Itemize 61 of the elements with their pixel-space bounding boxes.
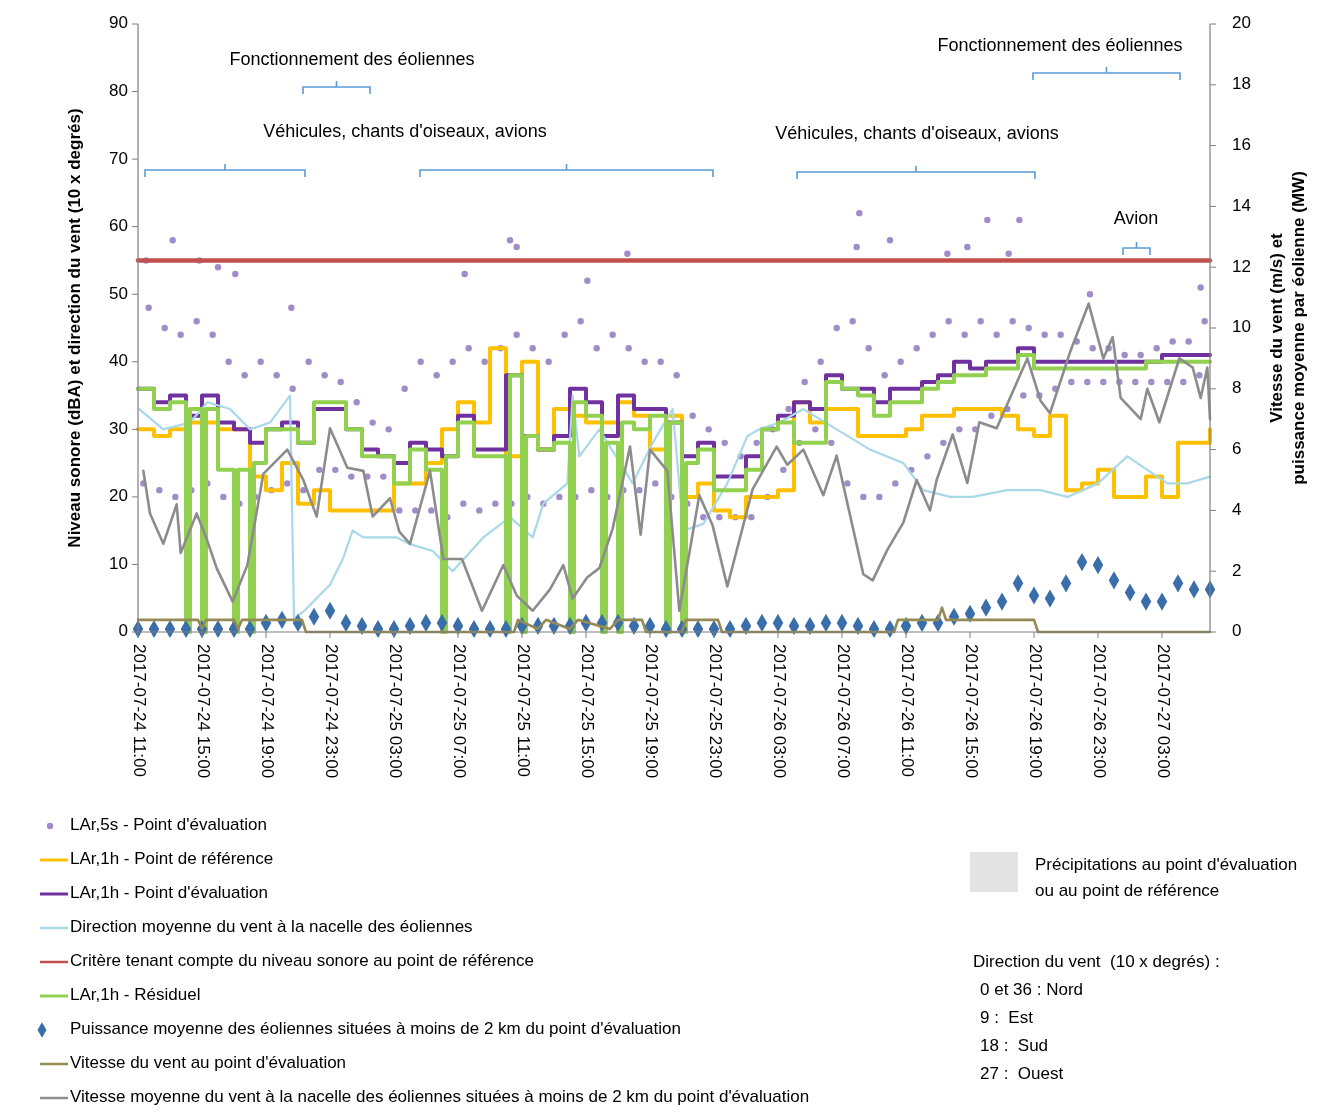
text: Précipitations au point d'évaluation ou au point de référence bbox=[1035, 855, 1298, 901]
text: 9 : Est bbox=[980, 1008, 1034, 1028]
y-tick-label: 50 bbox=[109, 283, 128, 303]
annotation: Fonctionnement des éoliennes bbox=[937, 34, 1183, 55]
y-tick-label: 10 bbox=[109, 553, 128, 573]
y-tick-label: 30 bbox=[109, 418, 128, 438]
y-axis-title: Niveau sonore (dBA) et direction du vent (10 x degrés) bbox=[65, 108, 85, 548]
x-tick-label: 2017-07-26 03:00 bbox=[769, 644, 789, 779]
x-tick-label: 2017-07-26 07:00 bbox=[833, 644, 853, 779]
x-tick-label: 2017-07-24 15:00 bbox=[193, 644, 213, 779]
y2-tick-label: 0 bbox=[1232, 621, 1242, 641]
annotation: Véhicules, chants d'oiseaux, avions bbox=[775, 122, 1059, 143]
y2-tick-label: 14 bbox=[1232, 195, 1251, 215]
x-tick-label: 2017-07-25 03:00 bbox=[385, 644, 405, 779]
x-tick-label: 2017-07-27 03:00 bbox=[1153, 644, 1173, 779]
y2-tick-label: 4 bbox=[1232, 499, 1242, 519]
y2-tick-label: 20 bbox=[1232, 13, 1251, 33]
y-tick-label: 80 bbox=[109, 81, 128, 101]
y2-tick-label: 2 bbox=[1232, 560, 1242, 580]
y2-tick-label: 18 bbox=[1232, 74, 1251, 94]
annotation: Véhicules, chants d'oiseaux, avions bbox=[263, 120, 547, 141]
legend-label: Vitesse du vent au point d'évaluation bbox=[70, 1053, 347, 1073]
legend-label: LAr,1h - Résiduel bbox=[70, 985, 201, 1005]
y2-tick-label: 16 bbox=[1232, 135, 1251, 155]
text: Direction du vent (10 x degrés) : bbox=[973, 952, 1220, 972]
y-tick-label: 70 bbox=[109, 148, 128, 168]
y-tick-label: 20 bbox=[109, 486, 128, 506]
legend-label: LAr,1h - Point de référence bbox=[70, 849, 274, 869]
x-tick-label: 2017-07-24 23:00 bbox=[321, 644, 341, 779]
y2-tick-label: 10 bbox=[1232, 317, 1251, 337]
annotation: Fonctionnement des éoliennes bbox=[229, 48, 475, 69]
y-tick-label: 0 bbox=[118, 621, 128, 641]
y2-tick-label: 6 bbox=[1232, 439, 1242, 459]
x-tick-label: 2017-07-26 23:00 bbox=[1089, 644, 1109, 779]
x-tick-label: 2017-07-26 15:00 bbox=[961, 644, 981, 779]
y2-tick-label: 12 bbox=[1232, 256, 1251, 276]
annotation: Avion bbox=[1113, 207, 1159, 228]
legend-label: Direction moyenne du vent à la nacelle des éoliennes bbox=[70, 917, 473, 937]
legend-label: Vitesse moyenne du vent à la nacelle des éoliennes situées à moins de 2 km du point d'évaluation bbox=[70, 1087, 810, 1107]
x-tick-label: 2017-07-25 19:00 bbox=[641, 644, 661, 779]
y-tick-label: 90 bbox=[109, 13, 128, 33]
text: 27 : Ouest bbox=[980, 1064, 1064, 1084]
x-tick-label: 2017-07-24 11:00 bbox=[129, 644, 149, 777]
text: 0 et 36 : Nord bbox=[980, 980, 1084, 1000]
line-series bbox=[142, 302, 1212, 613]
y-tick-label: 60 bbox=[109, 216, 128, 236]
x-tick-label: 2017-07-25 11:00 bbox=[513, 644, 533, 777]
legend-label: LAr,5s - Point d'évaluation bbox=[70, 815, 267, 835]
y2-tick-label: 8 bbox=[1232, 378, 1242, 398]
text: 18 : Sud bbox=[980, 1036, 1049, 1056]
x-tick-label: 2017-07-25 15:00 bbox=[577, 644, 597, 779]
legend-label: Puissance moyenne des éoliennes situées à moins de 2 km du point d'évaluation bbox=[70, 1019, 681, 1039]
legend-label: Critère tenant compte du niveau sonore au point de référence bbox=[70, 951, 535, 971]
y2-axis-title: Vitesse du vent (m/s) et puissance moyenne par éolienne (MW) bbox=[1267, 171, 1308, 485]
x-tick-label: 2017-07-25 23:00 bbox=[705, 644, 725, 779]
x-tick-label: 2017-07-24 19:00 bbox=[257, 644, 277, 779]
legend-label: LAr,1h - Point d'évaluation bbox=[70, 883, 268, 903]
x-tick-label: 2017-07-25 07:00 bbox=[449, 644, 469, 779]
x-tick-label: 2017-07-26 11:00 bbox=[897, 644, 917, 777]
y-tick-label: 40 bbox=[109, 351, 128, 371]
x-tick-label: 2017-07-26 19:00 bbox=[1025, 644, 1045, 779]
